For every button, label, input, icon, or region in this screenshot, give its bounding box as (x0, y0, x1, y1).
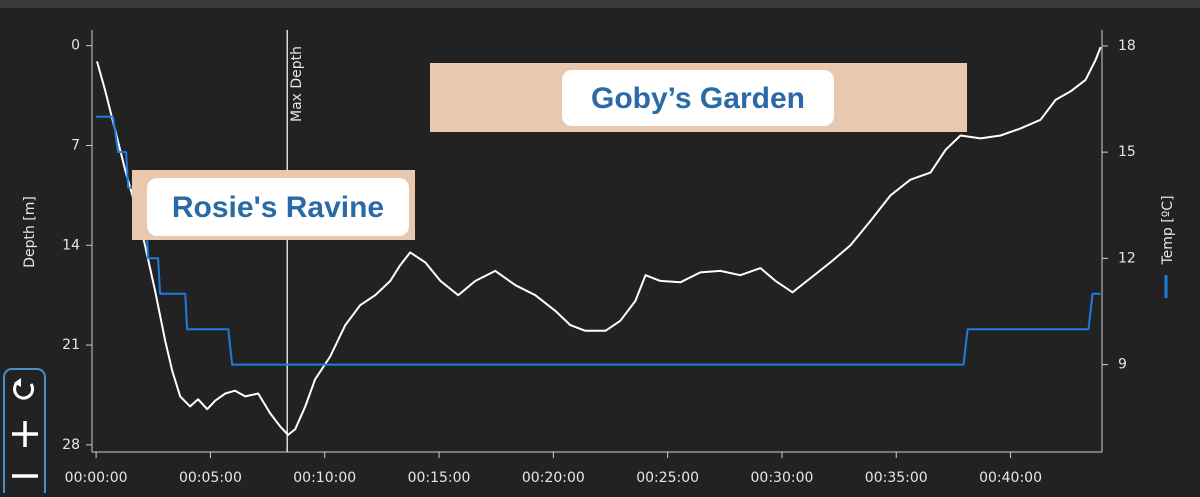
x-tick-label: 00:25:00 (636, 470, 699, 486)
y-tick-label: 0 (71, 38, 80, 54)
series-line (96, 115, 1101, 366)
max-depth-label: Max Depth (289, 46, 305, 122)
x-tick-label: 00:40:00 (979, 470, 1042, 486)
x-tick-label: 00:20:00 (522, 470, 585, 486)
series-line (96, 46, 1102, 436)
zoom-in-button[interactable] (12, 421, 38, 447)
y-tick-label: 21 (62, 337, 80, 353)
x-tick-label: 00:35:00 (865, 470, 928, 486)
y2-tick-label: 12 (1118, 250, 1136, 266)
y-tick-label: 14 (62, 237, 80, 253)
x-tick-label: 00:00:00 (65, 470, 128, 486)
annotation-label-box (147, 178, 409, 236)
x-tick-label: 00:05:00 (179, 470, 242, 486)
x-tick-label: 00:15:00 (408, 470, 471, 486)
y2-axis-label: Temp [ºC] (1160, 195, 1176, 265)
top-bar (0, 0, 1200, 8)
zoom-panel (3, 368, 46, 497)
y-tick-label: 7 (71, 137, 80, 153)
y-axis-label: Depth [m] (22, 196, 38, 268)
annotations: Rosie's Ravine Goby’s Garden (132, 63, 967, 240)
annotation: Goby’s Garden (591, 82, 805, 115)
zoom-controls (3, 368, 46, 497)
x-tick-label: 00:30:00 (751, 470, 814, 486)
annotation-label-box (562, 70, 834, 126)
y2-tick-label: 9 (1118, 357, 1127, 373)
y2-tick-label: 15 (1118, 144, 1136, 160)
y2-tick-label: 18 (1118, 38, 1136, 54)
y-tick-label: 28 (62, 437, 80, 453)
reset-button[interactable] (13, 380, 35, 400)
annotation: Rosie's Ravine (172, 191, 384, 224)
reset-arrow (14, 378, 21, 387)
x-tick-label: 00:10:00 (293, 470, 356, 486)
